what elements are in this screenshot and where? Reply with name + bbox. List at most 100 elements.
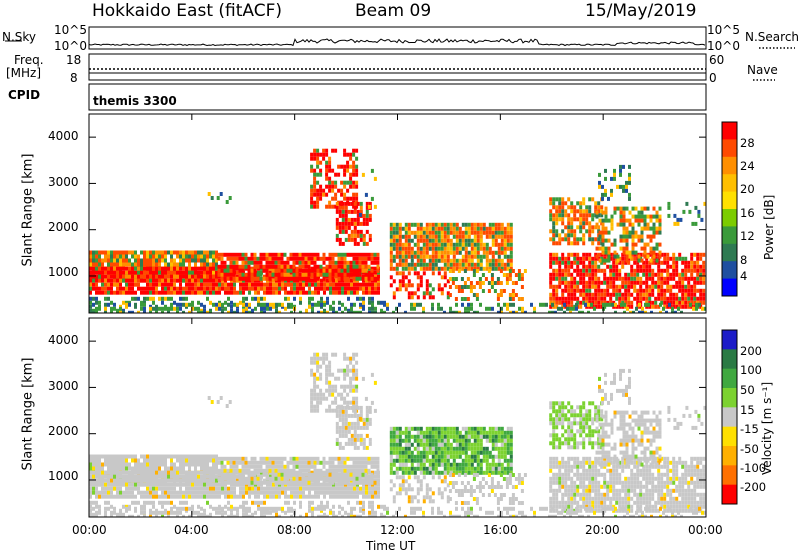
power-cell <box>257 282 260 287</box>
power-cell <box>200 274 203 279</box>
power-cell <box>702 268 706 273</box>
power-cell <box>407 230 411 235</box>
power-cell <box>588 229 592 234</box>
velocity-cell <box>217 468 221 473</box>
power-cell <box>116 250 119 255</box>
power-cell <box>651 256 655 261</box>
power-cell <box>573 233 577 238</box>
power-cell <box>325 264 329 269</box>
power-cell <box>176 278 179 283</box>
power-cell <box>377 282 380 287</box>
power-cell <box>512 302 515 307</box>
power-cell <box>158 282 161 287</box>
power-cell <box>467 302 470 307</box>
power-cell <box>651 284 655 289</box>
power-cell <box>197 306 200 311</box>
power-cell <box>676 221 680 226</box>
power-cell <box>573 237 577 242</box>
power-cell <box>206 258 209 263</box>
power-cell <box>110 274 113 279</box>
power-cell <box>191 286 194 291</box>
power-cell <box>236 274 239 279</box>
power-cell <box>552 221 556 226</box>
velocity-cell <box>247 468 251 473</box>
power-cell <box>579 300 583 305</box>
power-cell <box>461 258 465 263</box>
power-cell <box>119 266 122 271</box>
power-cell <box>434 246 438 251</box>
power-cell <box>697 209 701 214</box>
power-cell <box>340 164 344 169</box>
power-cell <box>331 188 335 193</box>
power-cell <box>253 268 257 273</box>
power-cell <box>625 184 628 189</box>
power-cell <box>594 272 598 277</box>
power-cell <box>398 234 402 239</box>
power-cell <box>649 214 653 219</box>
power-cell <box>292 256 296 261</box>
power-cell <box>344 209 348 214</box>
power-cell <box>370 252 374 257</box>
velocity-cell <box>206 454 209 459</box>
power-cell <box>464 254 468 259</box>
power-cell <box>116 308 119 313</box>
power-cell <box>416 226 420 231</box>
power-cell <box>343 260 347 265</box>
power-cell <box>316 268 320 273</box>
power-cell <box>500 222 504 227</box>
velocity-cell <box>179 478 182 483</box>
power-cell <box>702 264 706 269</box>
velocity-cell <box>167 486 170 491</box>
power-cell <box>203 290 206 295</box>
velocity-cell <box>92 474 95 479</box>
power-cell <box>164 270 167 275</box>
power-cell <box>633 268 637 273</box>
velocity-cell <box>98 454 101 459</box>
power-cell <box>567 292 571 297</box>
power-cell <box>265 268 269 273</box>
power-cell <box>621 256 625 261</box>
power-cell <box>416 222 420 227</box>
power-cell <box>260 270 263 275</box>
velocity-cell <box>301 460 305 465</box>
power-cell <box>248 310 251 313</box>
power-cell <box>335 237 339 242</box>
power-cell <box>247 260 251 265</box>
power-cell <box>149 310 152 313</box>
power-cell <box>690 264 694 269</box>
power-cell <box>302 282 305 287</box>
power-cell <box>558 284 562 289</box>
power-cell <box>365 221 369 226</box>
velocity-cell <box>128 462 131 467</box>
power-cell <box>347 290 350 295</box>
velocity-cell <box>235 456 239 461</box>
power-cell <box>618 296 622 301</box>
power-cell <box>491 230 495 235</box>
velocity-cell <box>245 500 248 505</box>
power-cell <box>585 221 589 226</box>
velocity-cell <box>319 472 323 477</box>
power-cell <box>479 262 483 267</box>
power-cell <box>551 302 554 307</box>
power-cell <box>407 226 411 231</box>
power-cell <box>140 306 143 311</box>
power-cell <box>343 184 347 189</box>
power-cell <box>663 292 667 297</box>
velocity-cell <box>137 466 140 471</box>
velocity-cell <box>328 480 332 485</box>
power-cell <box>654 280 658 285</box>
power-cell <box>203 308 206 313</box>
power-cell <box>641 306 644 311</box>
power-cell <box>310 260 314 265</box>
power-cell <box>470 238 474 243</box>
power-cell <box>476 250 480 255</box>
power-cell <box>347 237 351 242</box>
velocity-cell <box>95 490 98 495</box>
power-cell <box>346 180 350 185</box>
power-cell <box>101 266 104 271</box>
power-cell <box>274 276 278 281</box>
velocity-cell <box>101 490 104 495</box>
power-cell <box>610 226 614 231</box>
power-cell <box>539 302 542 307</box>
power-cell <box>89 304 92 309</box>
